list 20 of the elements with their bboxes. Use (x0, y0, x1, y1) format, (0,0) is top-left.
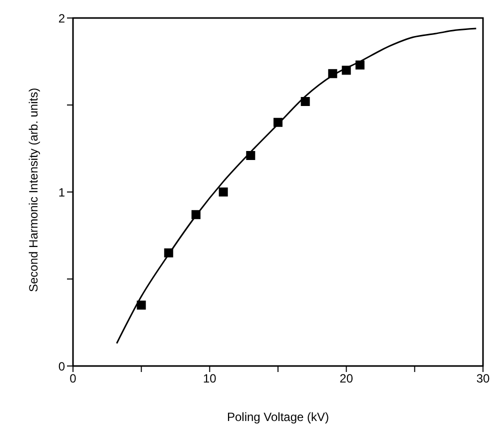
point (300, 97, 310, 106)
x-tick-label: 10 (202, 372, 217, 386)
point (136, 300, 146, 310)
point (274, 118, 282, 127)
y-axis-title: Second Harmonic Intensity (arb. units) (26, 88, 40, 292)
y-tick-label: 0 (58, 359, 66, 374)
x-axis-title: Poling Voltage (kV) (226, 410, 330, 424)
line-series (116, 28, 477, 344)
x-tick-label: 0 (70, 372, 77, 386)
x-tick-label: 30 (476, 372, 490, 386)
x-tick-label: 20 (340, 372, 354, 386)
point (246, 150, 256, 160)
point (328, 69, 338, 78)
point (192, 210, 200, 220)
point (218, 188, 228, 196)
point (356, 60, 364, 70)
y-tick-label: 1 (58, 185, 66, 200)
point (164, 248, 174, 258)
point (342, 66, 351, 75)
y-tick-label: 2 (58, 11, 66, 26)
